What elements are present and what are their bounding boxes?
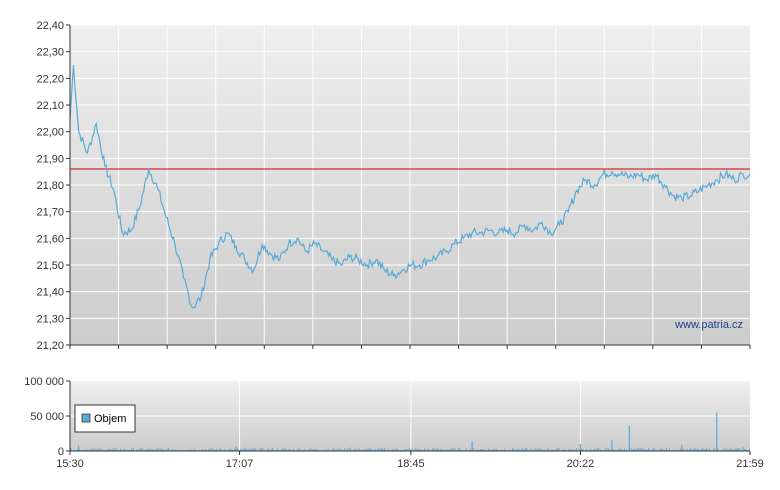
- volume-y-tick-label: 50 000: [30, 411, 64, 423]
- volume-y-tick-label: 0: [58, 446, 64, 458]
- legend: Objem: [74, 404, 136, 433]
- price-y-tick-label: 21,50: [36, 260, 64, 272]
- price-y-tick-label: 21,20: [36, 340, 64, 352]
- legend-label-objem: Objem: [94, 413, 126, 425]
- price-panel: 21,20 21,30 21,40 21,50 21,60 21,70 21,80 21,90…: [36, 20, 751, 352]
- volume-x-tick-label: 15:30: [56, 458, 84, 470]
- price-y-tick-label: 21,40: [36, 287, 64, 299]
- price-y-tick-label: 22,00: [36, 127, 64, 139]
- price-y-tick-label: 21,80: [36, 180, 64, 192]
- volume-y-ticks: 0 50 000 100 000: [24, 376, 70, 458]
- price-y-tick-label: 22,20: [36, 73, 64, 85]
- volume-y-tick-label: 100 000: [24, 376, 64, 388]
- price-y-tick-label: 21,90: [36, 153, 64, 165]
- volume-grid: [70, 380, 750, 451]
- price-y-tick-label: 22,40: [36, 20, 64, 32]
- volume-panel: 0 50 000 100 000 15:30 17:07 18:45 20:22 21:59…: [24, 376, 764, 470]
- price-y-tick-label: 21,60: [36, 233, 64, 245]
- watermark: www.patria.cz: [674, 319, 743, 331]
- price-grid: [70, 24, 750, 346]
- price-y-tick-label: 21,30: [36, 313, 64, 325]
- volume-x-ticks: 15:30 17:07 18:45 20:22 21:59: [56, 451, 764, 470]
- legend-swatch-objem: [81, 413, 91, 423]
- volume-x-tick-label: 18:45: [397, 458, 425, 470]
- price-y-tick-label: 22,10: [36, 100, 64, 112]
- price-x-tick-marks: [69, 345, 751, 349]
- volume-x-tick-label: 17:07: [226, 458, 254, 470]
- volume-x-tick-label: 20:22: [567, 458, 595, 470]
- price-y-tick-label: 22,30: [36, 47, 64, 59]
- volume-x-tick-label: 21:59: [736, 458, 764, 470]
- price-series-line: [69, 64, 751, 309]
- price-y-ticks: 21,20 21,30 21,40 21,50 21,60 21,70 21,80 21,90…: [36, 20, 70, 352]
- price-y-tick-label: 21,70: [36, 207, 64, 219]
